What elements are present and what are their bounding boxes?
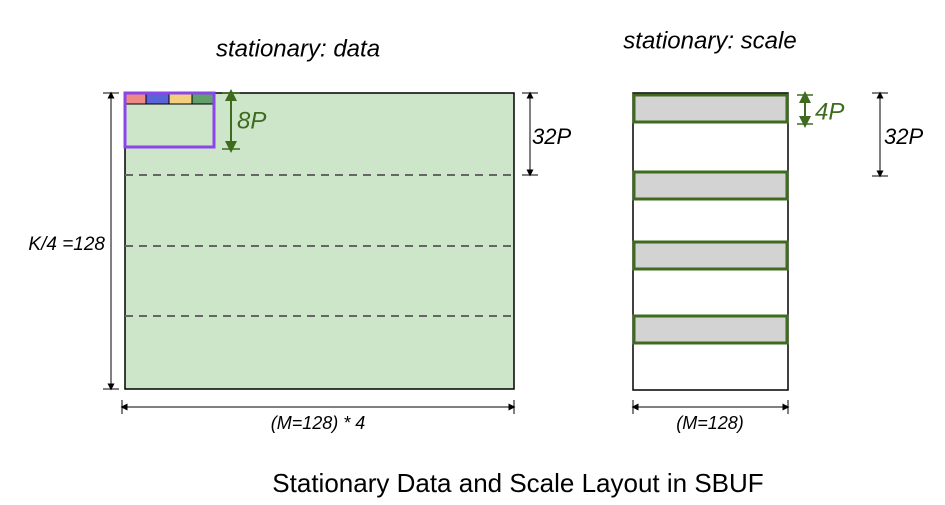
color-cells: [125, 92, 214, 105]
tile-highlight: [123, 91, 216, 149]
caption: Stationary Data and Scale Layout in SBUF: [272, 468, 763, 498]
stride-label: 32P: [884, 124, 923, 149]
panel-title: stationary: scale: [623, 27, 796, 54]
block-label: 8P: [237, 107, 266, 134]
width-label: (M=128) * 4: [271, 413, 366, 433]
partition-lines: [125, 174, 514, 317]
data-block: [124, 92, 515, 390]
stride-label: 32P: [532, 124, 571, 149]
height-label: K/4 =128: [28, 234, 105, 255]
width-label: (M=128): [676, 413, 744, 433]
scale-bands: [632, 93, 789, 345]
panel-title: stationary: data: [216, 35, 380, 62]
block-label: 4P: [815, 98, 844, 125]
